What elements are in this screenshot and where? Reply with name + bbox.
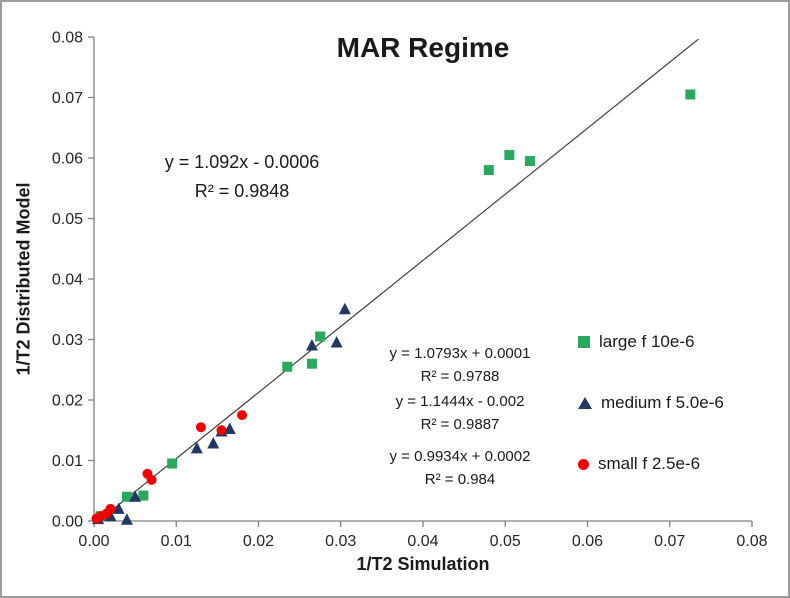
data-point-square bbox=[504, 149, 515, 160]
x-tick-label: 0.08 bbox=[736, 533, 767, 550]
legend-item-medium: medium f 5.0e-6 bbox=[578, 391, 724, 415]
data-point-circle bbox=[105, 503, 116, 514]
data-point-square bbox=[524, 156, 535, 167]
data-point-triangle bbox=[223, 422, 236, 435]
y-tick-label: 0.03 bbox=[52, 332, 83, 349]
data-point-circle bbox=[216, 425, 227, 436]
y-tick-label: 0.02 bbox=[52, 393, 83, 410]
equation-text: y = 1.0793x + 0.0001 bbox=[389, 345, 531, 362]
y-tick-label: 0.00 bbox=[52, 514, 83, 531]
overall-trendline-annotation: y = 1.092x - 0.0006 R² = 0.9848 bbox=[112, 148, 372, 206]
data-point-triangle bbox=[330, 336, 343, 348]
y-axis-title: 1/T2 Distributed Model bbox=[13, 182, 34, 376]
data-point-square bbox=[306, 358, 317, 369]
legend-item-large: large f 10e-6 bbox=[578, 330, 724, 354]
legend-item-small: small f 2.5e-6 bbox=[578, 452, 724, 476]
trendline bbox=[98, 38, 699, 522]
equation-text: y = 0.9934x + 0.0002 bbox=[389, 448, 531, 465]
data-point-square bbox=[121, 491, 132, 502]
data-point-square bbox=[167, 458, 178, 469]
x-tick-label: 0.03 bbox=[325, 533, 356, 550]
r2-text: R² = 0.984 bbox=[424, 471, 496, 488]
small-series-equation-annotation: y = 0.9934x + 0.0002 R² = 0.984 bbox=[360, 445, 560, 491]
data-point-triangle bbox=[129, 490, 142, 502]
data-point-triangle bbox=[190, 441, 203, 454]
data-point-square bbox=[315, 331, 326, 342]
large-series-equation-annotation: y = 1.0793x + 0.0001 R² = 0.9788 bbox=[360, 342, 560, 388]
data-point-circle bbox=[146, 474, 157, 485]
y-tick-label: 0.08 bbox=[52, 30, 83, 47]
y-tick-label: 0.05 bbox=[52, 211, 83, 228]
data-point-square bbox=[138, 490, 149, 501]
x-tick-label: 0.02 bbox=[243, 533, 274, 550]
equation-text: y = 1.1444x - 0.002 bbox=[395, 393, 525, 410]
y-tick-label: 0.01 bbox=[52, 453, 83, 470]
y-tick-label: 0.06 bbox=[52, 151, 83, 168]
red-circle-marker-icon bbox=[578, 458, 589, 470]
r2-text: R² = 0.9788 bbox=[420, 368, 500, 385]
data-point-triangle bbox=[120, 513, 133, 525]
data-point-triangle bbox=[112, 502, 125, 514]
x-tick-label: 0.04 bbox=[407, 533, 438, 550]
medium-series-equation-annotation: y = 1.1444x - 0.002 R² = 0.9887 bbox=[360, 390, 560, 436]
data-point-triangle bbox=[338, 302, 351, 315]
data-point-square bbox=[685, 89, 696, 100]
data-point-square bbox=[282, 361, 293, 372]
green-square-marker-icon bbox=[578, 336, 590, 348]
x-axis-title: 1/T2 Simulation bbox=[356, 554, 490, 574]
trendline-r2-text: R² = 0.9848 bbox=[194, 181, 290, 201]
data-point-triangle bbox=[207, 437, 220, 449]
navy-triangle-marker-icon bbox=[578, 397, 592, 409]
legend-label-small: small f 2.5e-6 bbox=[598, 454, 701, 473]
trendline-equation-text: y = 1.092x - 0.0006 bbox=[164, 152, 320, 172]
chart-title: MAR Regime bbox=[336, 32, 510, 63]
x-tick-label: 0.01 bbox=[161, 533, 192, 550]
data-point-circle bbox=[195, 422, 206, 433]
legend-label-large: large f 10e-6 bbox=[599, 332, 695, 351]
legend: large f 10e-6 medium f 5.0e-6 small f 2.… bbox=[578, 330, 724, 476]
x-tick-label: 0.06 bbox=[572, 533, 603, 550]
x-tick-label: 0.00 bbox=[78, 533, 109, 550]
data-point-square bbox=[483, 165, 494, 176]
y-tick-label: 0.07 bbox=[52, 90, 83, 107]
data-point-triangle bbox=[305, 339, 318, 351]
r2-text: R² = 0.9887 bbox=[420, 416, 500, 433]
y-tick-label: 0.04 bbox=[52, 272, 83, 289]
data-point-circle bbox=[237, 410, 248, 421]
x-tick-label: 0.05 bbox=[490, 533, 521, 550]
legend-label-medium: medium f 5.0e-6 bbox=[601, 393, 724, 412]
x-tick-label: 0.07 bbox=[654, 533, 685, 550]
